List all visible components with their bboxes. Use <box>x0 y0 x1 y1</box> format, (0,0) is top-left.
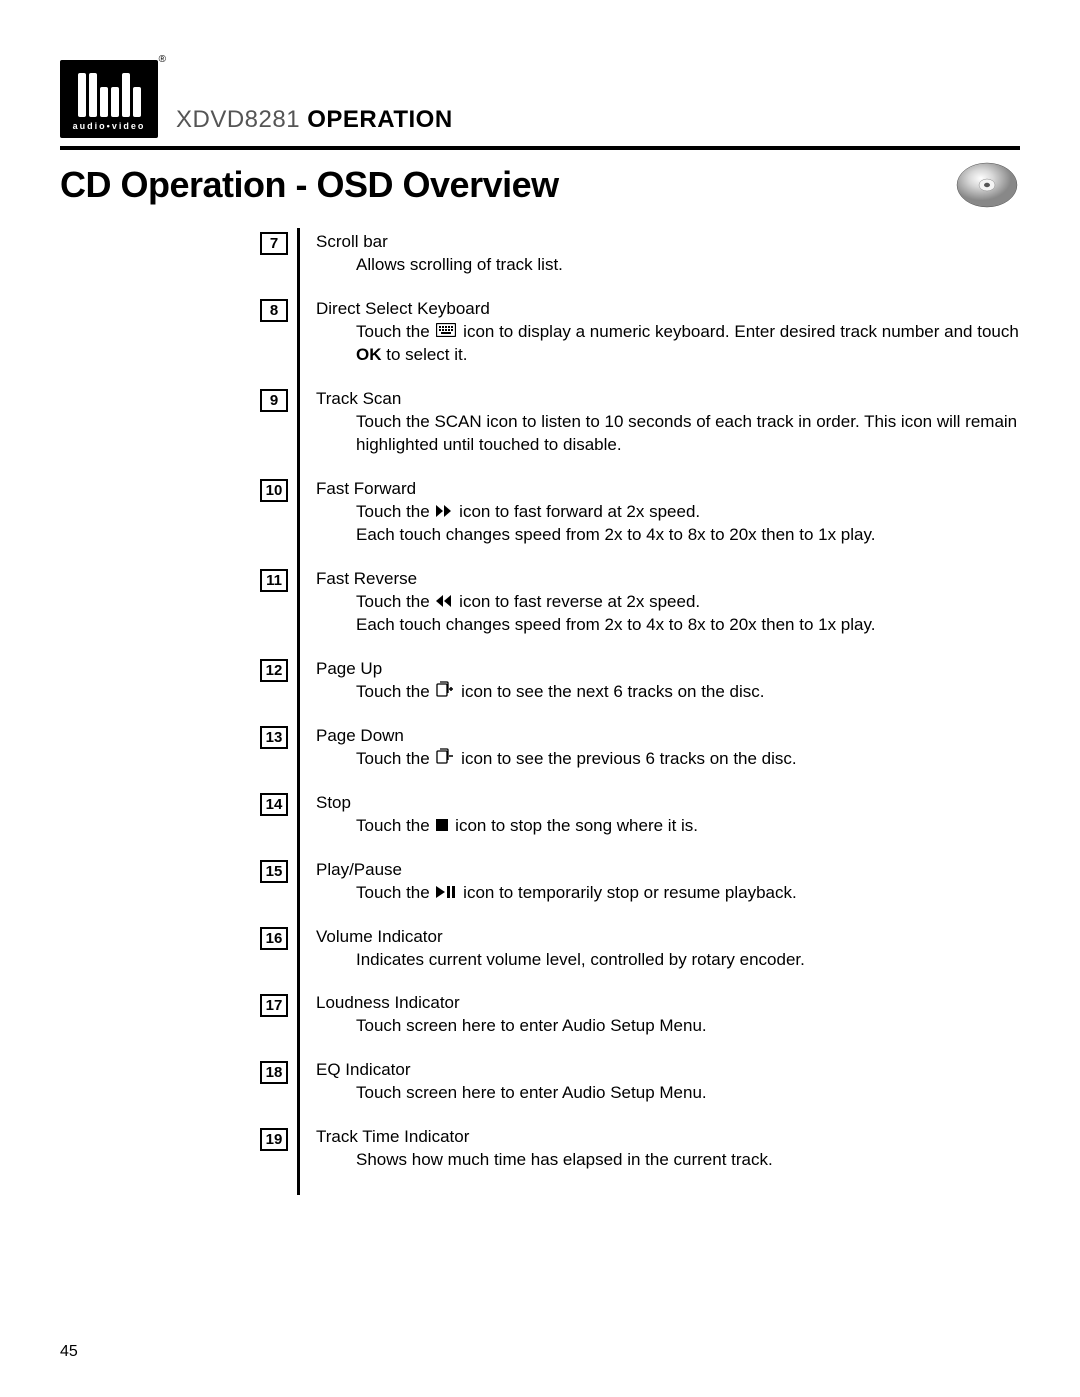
item-number-cell: 14 <box>260 793 287 838</box>
logo-subtext: audio•video <box>73 121 146 131</box>
keyboard-icon <box>436 321 456 344</box>
item-title: Scroll bar <box>316 232 1020 252</box>
item-description: Touch the icon to fast forward at 2x spe… <box>316 501 1020 547</box>
cd-disc-icon <box>954 160 1020 210</box>
item-text-cell: Direct Select KeyboardTouch the icon to … <box>316 299 1020 367</box>
item-number-cell: 15 <box>260 860 287 905</box>
number-box: 7 <box>260 232 288 255</box>
item-description: Touch screen here to enter Audio Setup M… <box>316 1082 1020 1105</box>
item-description: Touch the icon to display a numeric keyb… <box>316 321 1020 367</box>
item-title: Volume Indicator <box>316 927 1020 947</box>
header-title: XDVD8281 OPERATION <box>176 106 453 138</box>
item-text-cell: Track ScanTouch the SCAN icon to listen … <box>316 389 1020 457</box>
item-description: Touch the icon to stop the song where it… <box>316 815 1020 838</box>
item-text-cell: Scroll barAllows scrolling of track list… <box>316 232 1020 277</box>
item-text-cell: Fast ReverseTouch the icon to fast rever… <box>316 569 1020 637</box>
item-title: Track Scan <box>316 389 1020 409</box>
page-number: 45 <box>60 1343 78 1361</box>
number-box: 15 <box>260 860 288 883</box>
item-title: Direct Select Keyboard <box>316 299 1020 319</box>
logo-bars <box>78 71 141 117</box>
item-number-cell: 9 <box>260 389 287 457</box>
header-section: OPERATION <box>307 106 452 133</box>
brand-logo: ® audio•video <box>60 60 158 138</box>
item-description: Touch the icon to temporarily stop or re… <box>316 882 1020 905</box>
item-text-cell: Page DownTouch the icon to see the previ… <box>316 726 1020 771</box>
item-number-cell: 17 <box>260 994 287 1039</box>
item-number-cell: 19 <box>260 1128 287 1173</box>
item-title: Fast Forward <box>316 479 1020 499</box>
header-rule <box>60 146 1020 150</box>
header-row: ® audio•video XDVD8281 OPERATION <box>60 60 1020 138</box>
number-box: 14 <box>260 793 288 816</box>
item-title: Track Time Indicator <box>316 1127 1020 1147</box>
item-number-cell: 7 <box>260 232 287 277</box>
ffwd-icon <box>436 501 452 524</box>
item-description: Touch screen here to enter Audio Setup M… <box>316 1015 1020 1038</box>
item-text-cell: Play/PauseTouch the icon to temporarily … <box>316 860 1020 905</box>
stop-icon <box>436 815 448 838</box>
item-description: Indicates current volume level, controll… <box>316 949 1020 972</box>
section-title: CD Operation - OSD Overview <box>60 164 559 206</box>
number-box: 12 <box>260 659 288 682</box>
number-box: 13 <box>260 726 288 749</box>
item-title: EQ Indicator <box>316 1060 1020 1080</box>
item-description: Allows scrolling of track list. <box>316 254 1020 277</box>
item-text-cell: Loudness IndicatorTouch screen here to e… <box>316 993 1020 1038</box>
playpause-icon <box>436 882 456 905</box>
item-text-cell: EQ IndicatorTouch screen here to enter A… <box>316 1060 1020 1105</box>
item-title: Stop <box>316 793 1020 813</box>
number-box: 16 <box>260 927 288 950</box>
item-title: Loudness Indicator <box>316 993 1020 1013</box>
number-box: 18 <box>260 1061 288 1084</box>
pagedown-icon <box>436 748 454 771</box>
item-description: Shows how much time has elapsed in the c… <box>316 1149 1020 1172</box>
item-number-cell: 11 <box>260 569 287 637</box>
item-text-cell: Fast ForwardTouch the icon to fast forwa… <box>316 479 1020 547</box>
item-text-cell: Volume IndicatorIndicates current volume… <box>316 927 1020 972</box>
trademark-symbol: ® <box>159 54 166 65</box>
pageup-icon <box>436 681 454 704</box>
item-text-cell: Page UpTouch the icon to see the next 6 … <box>316 659 1020 704</box>
number-box: 17 <box>260 994 288 1017</box>
number-box: 9 <box>260 389 288 412</box>
item-text-cell: StopTouch the icon to stop the song wher… <box>316 793 1020 838</box>
item-description: Touch the SCAN icon to listen to 10 seco… <box>316 411 1020 457</box>
item-number-cell: 18 <box>260 1061 287 1106</box>
model-number: XDVD8281 <box>176 106 300 133</box>
item-number-cell: 16 <box>260 927 287 972</box>
item-title: Page Down <box>316 726 1020 746</box>
item-number-cell: 13 <box>260 726 287 771</box>
item-title: Play/Pause <box>316 860 1020 880</box>
item-number-cell: 12 <box>260 659 287 704</box>
item-number-cell: 8 <box>260 299 287 367</box>
item-title: Fast Reverse <box>316 569 1020 589</box>
item-description: Touch the icon to see the previous 6 tra… <box>316 748 1020 771</box>
number-box: 11 <box>260 569 288 592</box>
item-number-cell: 10 <box>260 479 287 547</box>
content-grid: 7 8 9 10 11 12 13 14 15 16 17 18 19 Scroll barAllows… <box>60 228 1020 1195</box>
number-box: 8 <box>260 299 288 322</box>
item-title: Page Up <box>316 659 1020 679</box>
frev-icon <box>436 591 452 614</box>
number-box: 10 <box>260 479 288 502</box>
item-description: Touch the icon to see the next 6 tracks … <box>316 681 1020 704</box>
item-description: Touch the icon to fast reverse at 2x spe… <box>316 591 1020 637</box>
number-box: 19 <box>260 1128 288 1151</box>
item-text-cell: Track Time IndicatorShows how much time … <box>316 1127 1020 1172</box>
bold-text: OK <box>356 345 382 364</box>
